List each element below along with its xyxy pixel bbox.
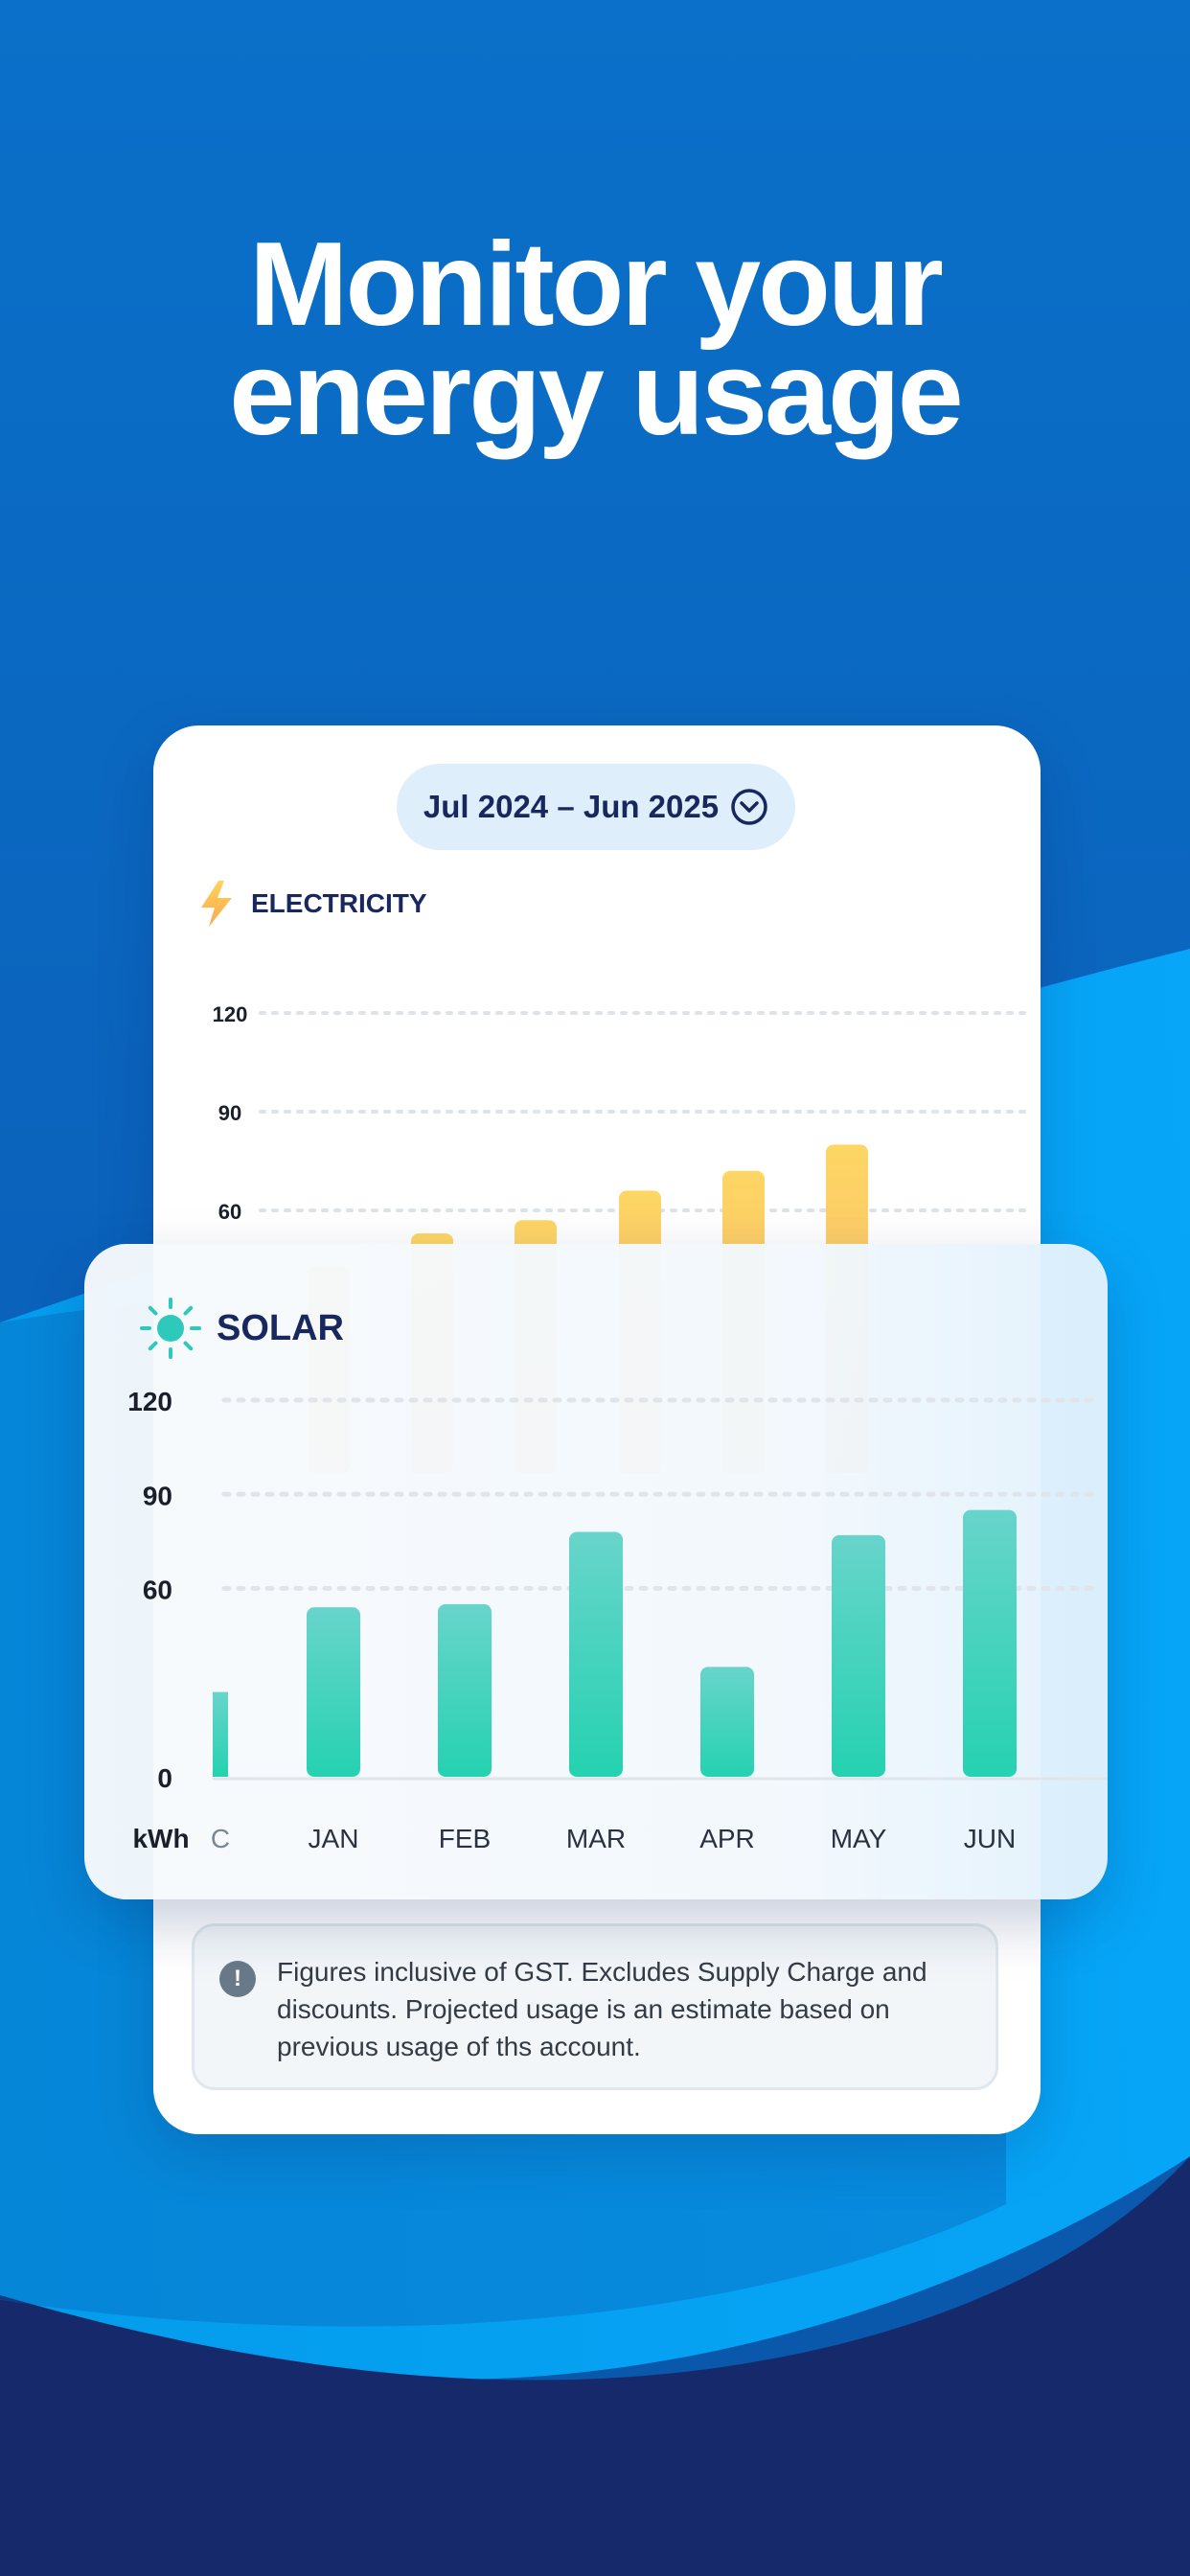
- solar-y-tick: 90: [143, 1481, 172, 1510]
- solar-chart: 120 90 60 0 kWh C JAN FEB MAR APR MAY JUN: [127, 1387, 1108, 1853]
- electricity-y-tick: 90: [218, 1101, 241, 1125]
- usage-note: ! Figures inclusive of GST. Excludes Sup…: [192, 1923, 998, 2090]
- headline-line-2: energy usage: [229, 328, 963, 460]
- period-selector[interactable]: Jul 2024 – Jun 2025: [397, 764, 795, 850]
- usage-note-text: Figures inclusive of GST. Excludes Suppl…: [277, 1957, 927, 2061]
- headline: Monitor your energy usage: [0, 218, 1190, 460]
- headline-line-1: Monitor your: [249, 218, 944, 351]
- solar-x-label: FEB: [439, 1824, 491, 1853]
- solar-bar: [963, 1509, 1017, 1777]
- electricity-y-tick: 120: [213, 1002, 248, 1026]
- solar-panel: 120 90 60 0 kWh C JAN FEB MAR APR MAY JUN SOLAR: [84, 1244, 1108, 1899]
- solar-x-label: JUN: [964, 1824, 1016, 1853]
- sun-icon: [140, 1298, 201, 1359]
- solar-bar: [700, 1667, 754, 1777]
- solar-x-label: MAY: [831, 1824, 887, 1853]
- electricity-label: ELECTRICITY: [251, 888, 427, 918]
- solar-bar: [438, 1603, 492, 1777]
- solar-x-label: JAN: [309, 1824, 359, 1853]
- solar-label: SOLAR: [217, 1307, 344, 1348]
- solar-bar: [832, 1534, 885, 1777]
- solar-x-label: MAR: [566, 1824, 626, 1853]
- solar-bar: [307, 1607, 360, 1777]
- lightning-bolt-icon: [201, 881, 232, 927]
- chevron-down-circle-icon: [731, 789, 767, 825]
- electricity-y-tick: 60: [218, 1200, 241, 1224]
- solar-y-tick: 60: [143, 1576, 172, 1605]
- solar-header: SOLAR: [138, 1296, 344, 1361]
- solar-x-label: C: [211, 1824, 230, 1853]
- solar-y-tick: 120: [127, 1387, 172, 1416]
- solar-bar: [213, 1691, 228, 1777]
- solar-y-unit-label: kWh: [132, 1824, 189, 1853]
- solar-bar: [569, 1531, 623, 1777]
- solar-y-tick: 0: [157, 1763, 172, 1793]
- period-selector-label: Jul 2024 – Jun 2025: [423, 789, 720, 824]
- electricity-header: ELECTRICITY: [195, 879, 427, 929]
- exclamation-circle-icon: !: [219, 1961, 256, 1997]
- solar-x-label: APR: [699, 1824, 755, 1853]
